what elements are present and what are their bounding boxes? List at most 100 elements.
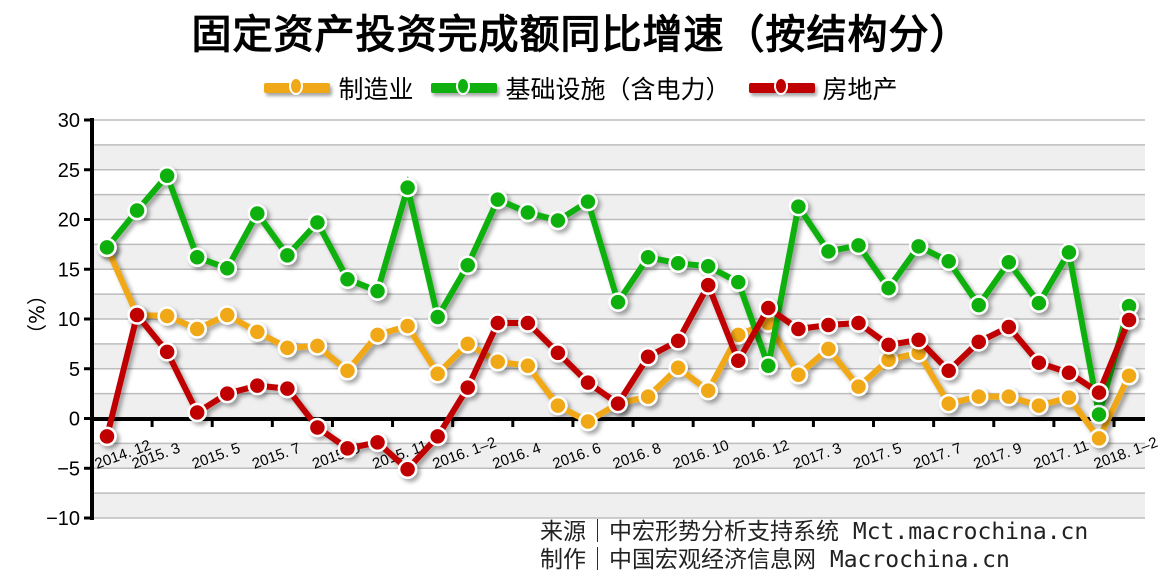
- data-point[interactable]: [818, 339, 839, 359]
- data-point[interactable]: [638, 347, 658, 367]
- data-point[interactable]: [968, 332, 989, 352]
- data-point[interactable]: [518, 313, 538, 333]
- data-point[interactable]: [397, 177, 418, 198]
- data-point[interactable]: [127, 200, 147, 221]
- legend-item-infrastructure[interactable]: 基础设施（含电力）: [431, 70, 731, 106]
- data-point[interactable]: [1119, 365, 1139, 386]
- data-point[interactable]: [818, 315, 839, 335]
- data-point[interactable]: [758, 298, 779, 318]
- data-point[interactable]: [1029, 353, 1049, 373]
- data-point[interactable]: [217, 258, 237, 279]
- data-point[interactable]: [698, 256, 718, 277]
- data-point[interactable]: [157, 306, 177, 326]
- data-point[interactable]: [848, 235, 869, 256]
- data-point[interactable]: [968, 295, 989, 315]
- data-point[interactable]: [1089, 428, 1109, 449]
- data-point[interactable]: [638, 247, 658, 268]
- data-point[interactable]: [457, 334, 478, 354]
- data-point[interactable]: [187, 319, 207, 339]
- data-point[interactable]: [938, 360, 959, 381]
- data-point[interactable]: [457, 377, 478, 398]
- data-point[interactable]: [1059, 362, 1079, 383]
- data-point[interactable]: [488, 189, 508, 210]
- data-point[interactable]: [818, 241, 839, 262]
- data-point[interactable]: [367, 325, 388, 345]
- data-point[interactable]: [668, 331, 688, 351]
- data-point[interactable]: [968, 386, 989, 407]
- data-point[interactable]: [848, 313, 869, 333]
- data-point[interactable]: [247, 375, 268, 396]
- data-point[interactable]: [668, 358, 688, 378]
- data-point[interactable]: [217, 305, 237, 325]
- data-point[interactable]: [427, 426, 448, 447]
- data-point[interactable]: [788, 196, 809, 217]
- data-point[interactable]: [788, 364, 809, 385]
- data-point[interactable]: [1059, 387, 1079, 408]
- data-point[interactable]: [548, 343, 568, 363]
- data-point[interactable]: [367, 281, 388, 301]
- data-point[interactable]: [999, 386, 1019, 407]
- data-point[interactable]: [277, 338, 298, 358]
- data-point[interactable]: [548, 210, 568, 231]
- data-point[interactable]: [1029, 395, 1049, 416]
- data-point[interactable]: [938, 393, 959, 414]
- data-point[interactable]: [908, 236, 929, 257]
- data-point[interactable]: [578, 191, 598, 212]
- data-point[interactable]: [217, 383, 237, 404]
- data-point[interactable]: [728, 272, 749, 292]
- data-point[interactable]: [367, 432, 388, 453]
- data-point[interactable]: [127, 305, 147, 325]
- data-point[interactable]: [1119, 310, 1139, 330]
- data-point[interactable]: [1089, 382, 1109, 403]
- data-point[interactable]: [578, 411, 598, 432]
- data-point[interactable]: [848, 376, 869, 397]
- data-point[interactable]: [638, 386, 658, 407]
- data-point[interactable]: [548, 395, 568, 416]
- data-point[interactable]: [97, 237, 117, 258]
- data-point[interactable]: [999, 317, 1019, 337]
- data-point[interactable]: [1089, 404, 1109, 425]
- data-point[interactable]: [427, 363, 448, 384]
- data-point[interactable]: [698, 380, 718, 401]
- data-point[interactable]: [608, 292, 628, 312]
- data-point[interactable]: [247, 322, 268, 342]
- data-point[interactable]: [427, 307, 448, 327]
- data-point[interactable]: [187, 402, 207, 423]
- data-point[interactable]: [1059, 242, 1079, 263]
- data-point[interactable]: [788, 319, 809, 339]
- data-point[interactable]: [668, 253, 688, 274]
- data-point[interactable]: [999, 252, 1019, 273]
- data-point[interactable]: [307, 336, 328, 356]
- data-point[interactable]: [608, 393, 628, 414]
- data-point[interactable]: [518, 202, 538, 223]
- data-point[interactable]: [938, 251, 959, 272]
- data-point[interactable]: [457, 255, 478, 276]
- data-point[interactable]: [397, 459, 418, 479]
- data-point[interactable]: [758, 356, 779, 376]
- data-point[interactable]: [307, 417, 328, 438]
- data-point[interactable]: [518, 356, 538, 376]
- data-point[interactable]: [157, 342, 177, 362]
- data-point[interactable]: [397, 316, 418, 336]
- data-point[interactable]: [578, 372, 598, 393]
- data-point[interactable]: [698, 275, 718, 295]
- data-point[interactable]: [878, 278, 899, 298]
- data-point[interactable]: [1029, 293, 1049, 313]
- legend-item-real-estate[interactable]: 房地产: [748, 70, 898, 106]
- data-point[interactable]: [488, 352, 508, 372]
- data-point[interactable]: [908, 330, 929, 350]
- legend-item-manufacturing[interactable]: 制造业: [264, 70, 413, 106]
- data-point[interactable]: [337, 360, 358, 381]
- data-point[interactable]: [277, 245, 298, 266]
- data-point[interactable]: [488, 313, 508, 333]
- data-point[interactable]: [187, 247, 207, 268]
- data-point[interactable]: [307, 212, 328, 233]
- data-point[interactable]: [728, 351, 749, 371]
- data-point[interactable]: [337, 438, 358, 459]
- data-point[interactable]: [277, 378, 298, 399]
- data-point[interactable]: [337, 269, 358, 289]
- data-point[interactable]: [97, 426, 117, 447]
- data-point[interactable]: [878, 335, 899, 355]
- data-point[interactable]: [247, 203, 268, 224]
- data-point[interactable]: [157, 165, 177, 186]
